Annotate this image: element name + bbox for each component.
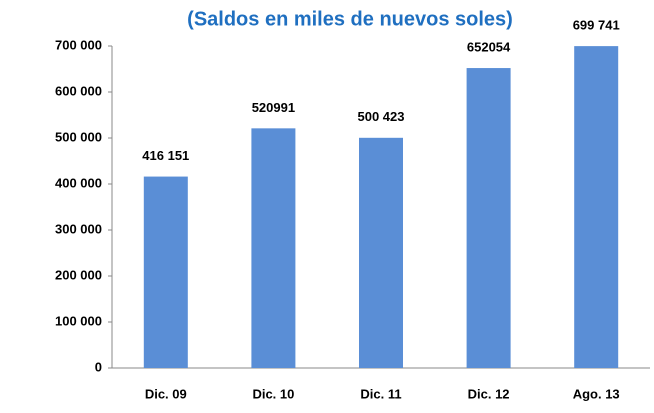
y-tick-label: 300 000 <box>55 221 102 236</box>
x-tick-label: Dic. 12 <box>468 386 510 401</box>
x-tick-label: Ago. 13 <box>573 386 620 401</box>
data-label: 500 423 <box>358 109 405 124</box>
data-label: 652054 <box>467 39 511 54</box>
x-tick-label: Dic. 10 <box>252 386 294 401</box>
y-tick-label: 500 000 <box>55 129 102 144</box>
chart-title: (Saldos en miles de nuevos soles) <box>187 8 513 30</box>
y-tick-label: 600 000 <box>55 83 102 98</box>
data-label: 699 741 <box>573 18 620 33</box>
bar <box>574 46 619 368</box>
y-tick-label: 700 000 <box>55 37 102 52</box>
bar <box>466 68 511 368</box>
bar <box>143 176 188 368</box>
bar <box>359 137 403 368</box>
data-label: 520991 <box>252 100 295 115</box>
y-tick-label: 200 000 <box>55 267 102 282</box>
bar <box>251 128 296 368</box>
x-tick-label: Dic. 11 <box>360 386 401 401</box>
data-label: 416 151 <box>142 148 189 163</box>
x-tick-label: Dic. 09 <box>145 386 187 401</box>
y-tick-label: 400 000 <box>55 175 102 190</box>
y-tick-label: 0 <box>95 359 102 374</box>
y-tick-label: 100 000 <box>55 313 102 328</box>
